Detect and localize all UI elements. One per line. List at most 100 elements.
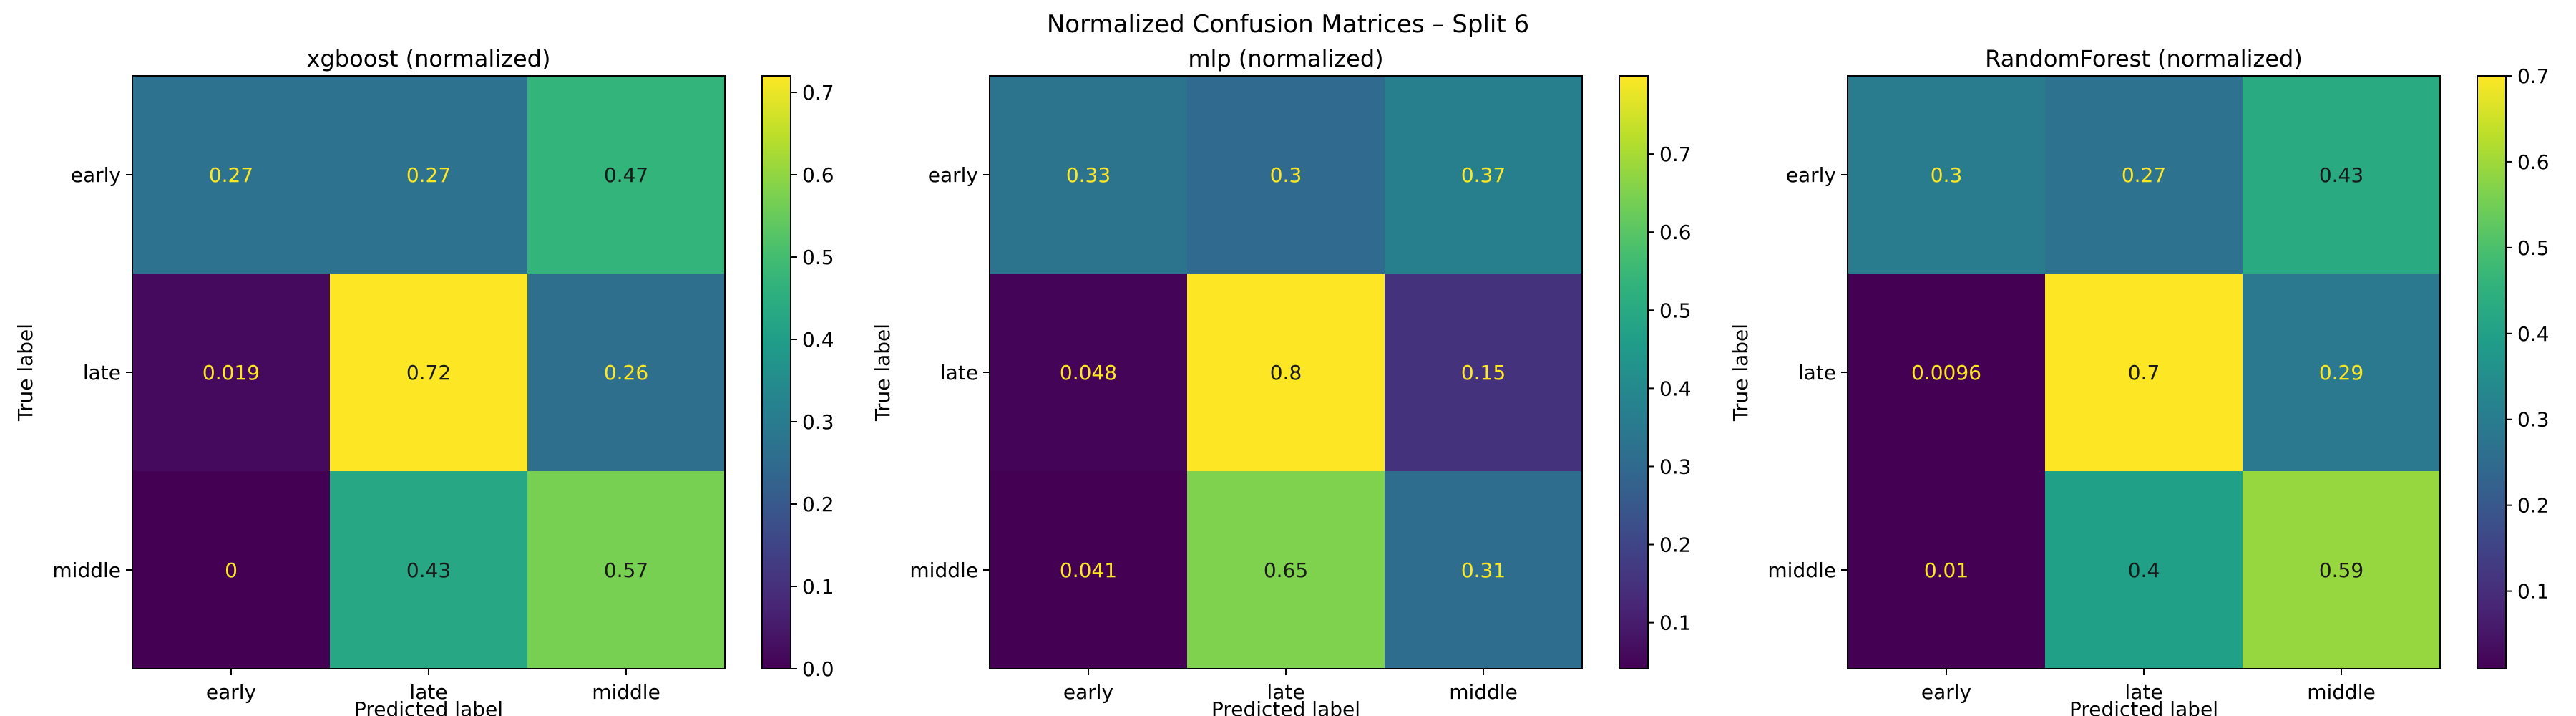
heatmap-cell: [1848, 471, 2046, 669]
panel-title: RandomForest (normalized): [1985, 45, 2303, 72]
colorbar-tick-label: 0.1: [1659, 611, 1692, 635]
heatmap-cell: [1385, 274, 1583, 472]
x-tick-label: late: [409, 680, 447, 704]
colorbar-tick-label: 0.2: [1659, 533, 1692, 557]
colorbar-tick-label: 0.7: [2517, 64, 2550, 88]
panel-title: xgboost (normalized): [307, 45, 551, 72]
heatmap-panel: RandomForest (normalized) 0.3 0.27 0.43 0.00…: [1729, 45, 2550, 716]
y-tick-label: middle: [909, 558, 978, 582]
y-axis-label: True label: [1729, 324, 1752, 422]
cell-value-label: 0.0096: [1911, 361, 1981, 384]
cell-value-label: 0.27: [2122, 163, 2166, 187]
colorbar-tick-label: 0.5: [2517, 236, 2550, 260]
colorbar-tick-label: 0.7: [802, 81, 834, 105]
heatmap-cell: [990, 76, 1188, 274]
cell-value-label: 0.37: [1461, 163, 1506, 187]
y-tick-label: middle: [52, 558, 121, 582]
y-tick-label: early: [71, 163, 121, 187]
heatmap-cell: [1848, 76, 2046, 274]
heatmap-cell: [2243, 76, 2441, 274]
x-tick-label: late: [1267, 680, 1304, 704]
cell-value-label: 0.65: [1264, 558, 1308, 582]
x-tick-label: middle: [1449, 680, 1518, 704]
x-tick-label: late: [2124, 680, 2162, 704]
y-axis-label: True label: [871, 324, 894, 422]
heatmap-cell: [330, 76, 528, 274]
colorbar: [1619, 75, 1649, 669]
x-axis-label: Predicted label: [1211, 697, 1360, 716]
cell-value-label: 0.041: [1060, 558, 1117, 582]
colorbar: [2477, 75, 2507, 669]
panel-title: mlp (normalized): [1188, 45, 1383, 72]
cell-value-label: 0.01: [1924, 558, 1968, 582]
heatmap-cell: [1848, 274, 2046, 472]
heatmap-panel: xgboost (normalized) 0.27 0.27 0.47 0.019 0.7…: [14, 45, 834, 716]
colorbar-tick-label: 0.4: [1659, 377, 1692, 400]
colorbar-tick-label: 0.1: [2517, 580, 2550, 604]
y-tick-label: early: [928, 163, 978, 187]
cell-value-label: 0.26: [604, 361, 648, 384]
cell-value-label: 0.019: [203, 361, 260, 384]
colorbar-tick-label: 0.2: [2517, 494, 2550, 518]
cell-value-label: 0.8: [1270, 361, 1302, 384]
colorbar-tick-label: 0.4: [802, 328, 834, 352]
cell-value-label: 0.47: [604, 163, 648, 187]
cell-value-label: 0.43: [2319, 163, 2363, 187]
heatmap-cell: [527, 274, 726, 472]
heatmap-cell: [990, 471, 1188, 669]
cell-value-label: 0.33: [1066, 163, 1111, 187]
y-axis-label: True label: [14, 324, 37, 422]
cell-value-label: 0.27: [406, 163, 451, 187]
colorbar-tick-label: 0.5: [1659, 299, 1692, 322]
y-tick-label: late: [940, 361, 978, 384]
cell-value-label: 0.29: [2319, 361, 2363, 384]
cell-value-label: 0.59: [2319, 558, 2363, 582]
heatmap-panel: mlp (normalized) 0.33 0.3 0.37 0.048 0.8 0.15 0…: [871, 45, 1692, 716]
colorbar-tick-label: 0.4: [2517, 322, 2550, 346]
colorbar-tick-label: 0.3: [802, 410, 834, 434]
colorbar: [761, 75, 791, 669]
heatmap-cell: [2243, 471, 2441, 669]
cell-value-label: 0.15: [1461, 361, 1506, 384]
colorbar-tick-label: 0.3: [1659, 455, 1692, 478]
cell-value-label: 0.7: [2128, 361, 2160, 384]
cell-value-label: 0.3: [1270, 163, 1302, 187]
heatmap-cell: [330, 471, 528, 669]
cell-value-label: 0.048: [1060, 361, 1117, 384]
colorbar-tick-label: 0.2: [802, 493, 834, 516]
cell-value-label: 0.57: [604, 558, 648, 582]
colorbar-tick-label: 0.7: [1659, 142, 1692, 166]
heatmap-cell: [1385, 471, 1583, 669]
heatmap-cell: [527, 76, 726, 274]
cell-value-label: 0.31: [1461, 558, 1506, 582]
heatmap-cell: [1187, 471, 1385, 669]
heatmap-cell: [990, 274, 1188, 472]
heatmap-cell: [132, 76, 331, 274]
cell-value-label: 0.4: [2128, 558, 2160, 582]
heatmap-cell: [1187, 274, 1385, 472]
colorbar-tick-label: 0.6: [2517, 150, 2550, 174]
y-tick-label: middle: [1767, 558, 1836, 582]
heatmap-cell: [1187, 76, 1385, 274]
x-tick-label: early: [1921, 680, 1971, 704]
colorbar-tick-label: 0.6: [802, 163, 834, 187]
x-tick-label: early: [206, 680, 256, 704]
y-tick-label: late: [83, 361, 121, 384]
colorbar-tick-label: 0.3: [2517, 408, 2550, 432]
colorbar-tick-label: 0.5: [802, 246, 834, 269]
y-tick-label: early: [1786, 163, 1836, 187]
x-tick-label: early: [1063, 680, 1113, 704]
heatmap-cell: [132, 471, 331, 669]
cell-value-label: 0.3: [1931, 163, 1963, 187]
cell-value-label: 0.72: [406, 361, 451, 384]
heatmap-cell: [527, 471, 726, 669]
heatmap-cell: [330, 274, 528, 472]
colorbar-tick-label: 0.0: [802, 657, 834, 681]
x-tick-label: middle: [2307, 680, 2376, 704]
heatmap-cell: [2045, 471, 2243, 669]
cell-value-label: 0.43: [406, 558, 451, 582]
colorbar-tick-label: 0.1: [802, 575, 834, 599]
heatmap-cell: [132, 274, 331, 472]
cell-value-label: 0.27: [209, 163, 253, 187]
